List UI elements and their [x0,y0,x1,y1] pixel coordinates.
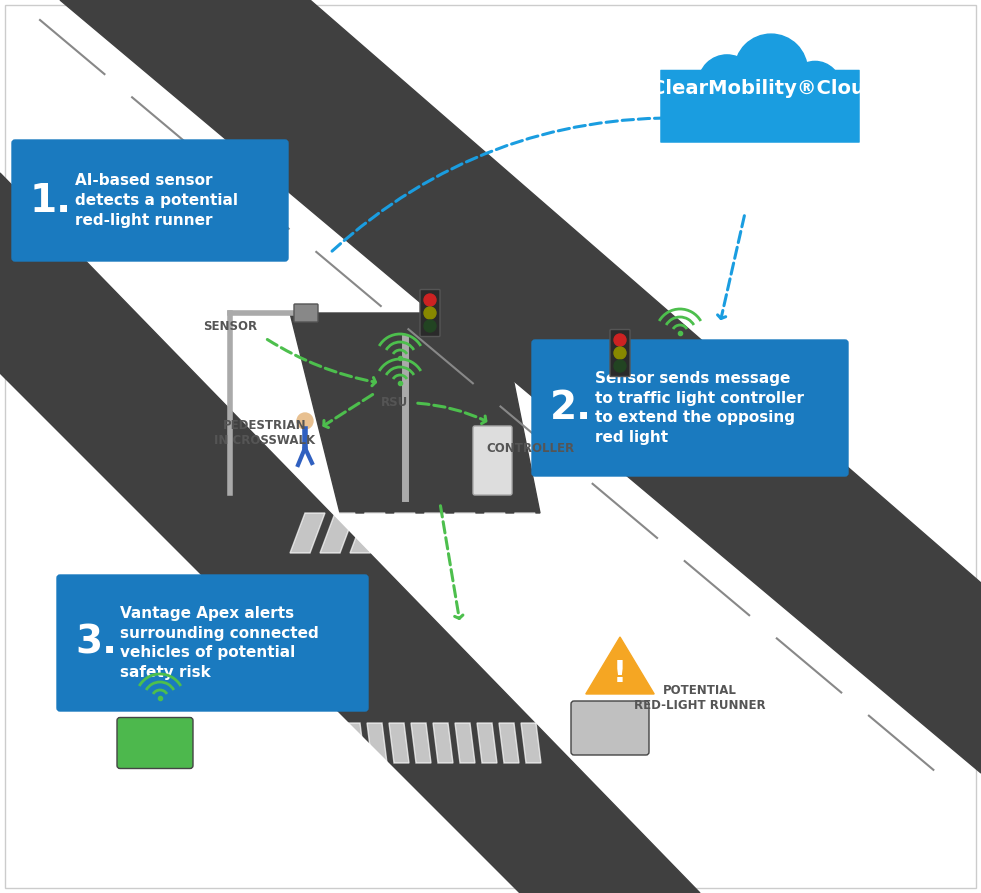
Polygon shape [290,313,540,513]
FancyBboxPatch shape [473,426,512,495]
Text: POTENTIAL
RED-LIGHT RUNNER: POTENTIAL RED-LIGHT RUNNER [634,684,766,712]
Text: 2.: 2. [550,389,592,427]
Text: 3.: 3. [75,624,117,662]
FancyBboxPatch shape [532,340,848,476]
Polygon shape [477,723,497,763]
Polygon shape [411,723,431,763]
Text: 1.: 1. [30,181,72,220]
Text: PEDESTRIAN
IN CROSSWALK: PEDESTRIAN IN CROSSWALK [215,419,316,447]
Circle shape [735,34,807,107]
Polygon shape [60,0,981,773]
Text: Sensor sends message
to traffic light controller
to extend the opposing
red ligh: Sensor sends message to traffic light co… [595,371,804,446]
Polygon shape [290,513,325,553]
FancyBboxPatch shape [57,575,368,711]
Polygon shape [500,513,535,553]
Polygon shape [0,173,700,893]
Circle shape [424,320,436,332]
Text: SENSOR: SENSOR [203,320,257,332]
Text: CONTROLLER: CONTROLLER [486,441,574,455]
FancyBboxPatch shape [12,140,288,261]
Polygon shape [440,513,475,553]
Text: RSU: RSU [382,396,409,410]
Polygon shape [586,637,654,694]
Polygon shape [350,513,385,553]
Polygon shape [345,723,365,763]
Circle shape [424,294,436,306]
Circle shape [614,334,626,346]
Polygon shape [521,723,541,763]
Circle shape [614,360,626,372]
Polygon shape [367,723,387,763]
Text: Vantage Apex alerts
surrounding connected
vehicles of potential
safety risk: Vantage Apex alerts surrounding connecte… [120,605,319,680]
Polygon shape [455,723,475,763]
Polygon shape [410,513,445,553]
FancyBboxPatch shape [661,71,859,142]
Circle shape [698,54,755,113]
FancyBboxPatch shape [420,289,440,337]
FancyBboxPatch shape [610,330,630,377]
Text: ClearMobility®Cloud: ClearMobility®Cloud [651,79,879,97]
FancyBboxPatch shape [571,701,649,755]
Text: AI-based sensor
detects a potential
red-light runner: AI-based sensor detects a potential red-… [75,173,238,228]
Circle shape [614,347,626,359]
Polygon shape [433,723,453,763]
Circle shape [789,62,841,113]
Polygon shape [499,723,519,763]
Polygon shape [470,513,505,553]
Text: !: ! [613,658,627,688]
Polygon shape [320,513,355,553]
FancyBboxPatch shape [719,355,800,411]
FancyBboxPatch shape [294,304,318,322]
Circle shape [424,307,436,319]
FancyBboxPatch shape [117,717,193,769]
Polygon shape [380,513,415,553]
Polygon shape [389,723,409,763]
Circle shape [297,413,313,429]
